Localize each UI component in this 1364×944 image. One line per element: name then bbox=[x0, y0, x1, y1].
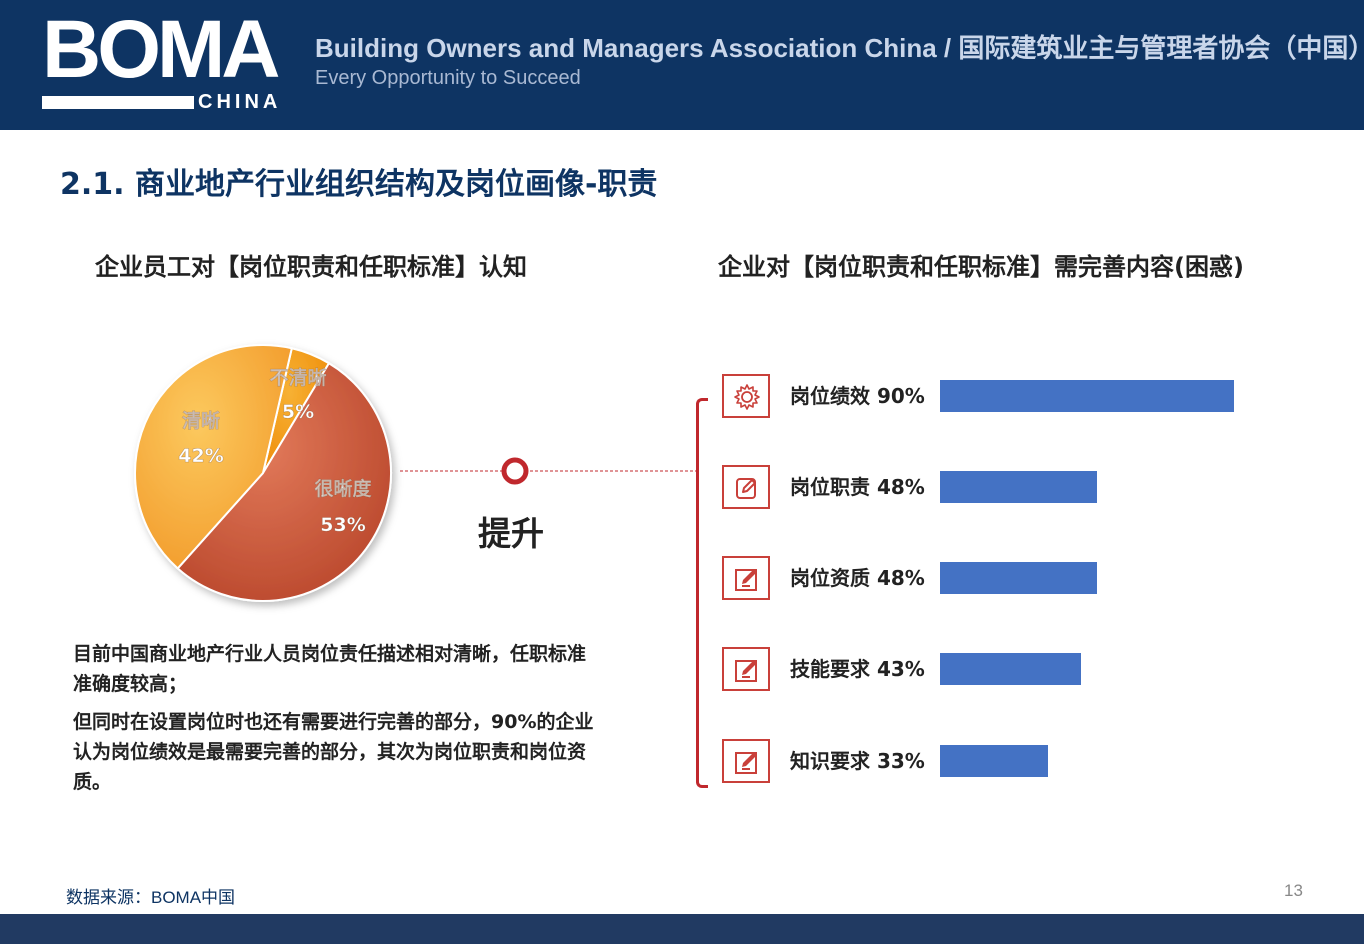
bar-1 bbox=[940, 471, 1097, 503]
logo-text: BOMA bbox=[42, 4, 281, 95]
pie-chart-title: 企业员工对【岗位职责和任职标准】认知 bbox=[95, 253, 527, 281]
boma-logo: BOMA CHINA bbox=[42, 8, 298, 114]
logo-underline bbox=[42, 96, 194, 109]
pie-slice-0 bbox=[176, 361, 392, 602]
bar-3 bbox=[940, 653, 1081, 685]
tagline: Every Opportunity to Succeed bbox=[315, 67, 581, 89]
pie-label-value-0: 53% bbox=[320, 514, 365, 536]
connector-dot bbox=[501, 457, 529, 485]
bar-0 bbox=[940, 380, 1235, 412]
pie-label-name-0: 很晰度 bbox=[314, 477, 372, 500]
connector-label: 提升 bbox=[478, 514, 544, 553]
page-number: 13 bbox=[1284, 881, 1303, 900]
pie-label-value-2: 5% bbox=[282, 401, 314, 423]
data-source: 数据来源：BOMA中国 bbox=[66, 888, 236, 907]
edit-icon bbox=[722, 465, 770, 509]
pencil-square-icon bbox=[722, 739, 770, 783]
gear-icon bbox=[722, 374, 770, 418]
paragraph-1: 目前中国商业地产行业人员岗位责任描述相对清晰，任职标准准确度较高； bbox=[73, 643, 587, 695]
pencil-square-icon bbox=[722, 556, 770, 600]
bar-chart-title: 企业对【岗位职责和任职标准】需完善内容(困惑) bbox=[718, 253, 1244, 281]
pie-label-name-1: 清晰 bbox=[182, 409, 220, 432]
bar-label-2: 岗位资质 48% bbox=[790, 566, 925, 590]
bar-label-4: 知识要求 33% bbox=[790, 749, 925, 773]
bar-4 bbox=[940, 745, 1048, 777]
footer-bar bbox=[0, 914, 1364, 944]
bracket bbox=[696, 398, 708, 788]
paragraph-2: 但同时在设置岗位时也还有需要进行完善的部分，90%的企业认为岗位绩效是最需要完善… bbox=[73, 711, 594, 793]
pie-label-name-2: 不清晰 bbox=[269, 366, 326, 389]
bar-label-0: 岗位绩效 90% bbox=[790, 384, 925, 408]
page-title: 2.1. 商业地产行业组织结构及岗位画像-职责 bbox=[60, 167, 658, 202]
pencil-square-icon bbox=[722, 647, 770, 691]
pie-slice-1 bbox=[134, 344, 293, 570]
logo-subtext: CHINA bbox=[198, 91, 282, 113]
org-name: Building Owners and Managers Association… bbox=[315, 33, 1364, 63]
bar-label-3: 技能要求 43% bbox=[790, 657, 925, 681]
header-banner: BOMA CHINA Building Owners and Managers … bbox=[0, 0, 1364, 130]
pie-label-value-1: 42% bbox=[178, 445, 223, 467]
bar-2 bbox=[940, 562, 1097, 594]
bar-label-1: 岗位职责 48% bbox=[790, 475, 925, 499]
